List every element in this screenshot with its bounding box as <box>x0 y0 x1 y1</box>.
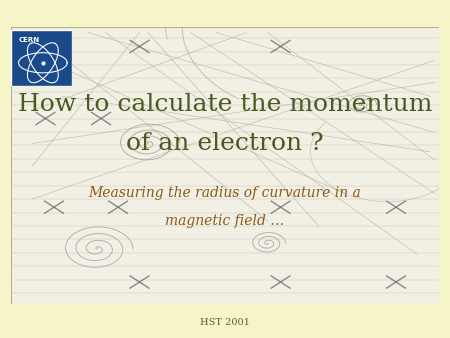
Text: of an electron ?: of an electron ? <box>126 132 324 155</box>
Text: magnetic field …: magnetic field … <box>166 214 284 228</box>
Text: How to calculate the momentum: How to calculate the momentum <box>18 93 432 116</box>
Text: HST 2001: HST 2001 <box>200 318 250 327</box>
Text: CERN: CERN <box>18 38 40 44</box>
Text: Measuring the radius of curvature in a: Measuring the radius of curvature in a <box>89 186 361 200</box>
